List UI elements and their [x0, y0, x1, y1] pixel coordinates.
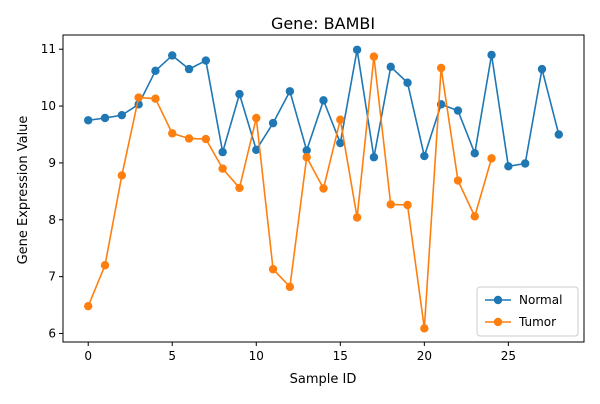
axes-frame [62, 34, 585, 343]
data-point-tumor [302, 153, 311, 162]
legend-marker-normal [493, 295, 503, 305]
data-point-normal [487, 50, 496, 60]
data-point-tumor [369, 52, 379, 61]
data-point-tumor [151, 94, 160, 103]
x-tick-label: 20 [417, 349, 432, 363]
data-point-tumor [453, 176, 463, 185]
data-point-tumor [268, 265, 278, 274]
data-point-normal [470, 149, 479, 158]
y-tick-label: 7 [48, 270, 56, 284]
x-tick-label: 10 [249, 349, 264, 363]
data-point-tumor [235, 183, 244, 193]
data-point-normal [285, 87, 295, 96]
legend-label-tumor: Tumor [518, 315, 556, 329]
legend-marker-tumor [493, 317, 503, 327]
data-point-normal [151, 66, 160, 76]
data-point-tumor [386, 200, 395, 209]
data-point-tumor [319, 184, 328, 193]
data-point-normal [554, 130, 563, 139]
data-point-tumor [487, 154, 496, 163]
data-point-normal [100, 113, 110, 123]
data-point-tumor [184, 134, 194, 143]
data-point-tumor [470, 212, 479, 221]
data-point-tumor [252, 113, 261, 123]
data-point-normal [403, 78, 412, 87]
data-point-tumor [218, 164, 227, 173]
data-point-tumor [285, 282, 295, 292]
data-point-normal [84, 116, 93, 125]
data-point-normal [268, 118, 278, 128]
data-point-normal [420, 151, 429, 161]
data-point-normal [117, 110, 127, 120]
plot-area: 0 5 10 15 20 25 6 7 8 9 10 11 [41, 34, 585, 363]
data-point-normal [537, 64, 547, 74]
data-point-normal [168, 51, 177, 60]
legend-label-normal: Normal [519, 293, 562, 307]
x-tick-label: 25 [501, 349, 516, 363]
data-point-normal [302, 146, 311, 155]
data-point-normal [218, 147, 227, 157]
data-point-tumor [436, 63, 446, 73]
y-tick-label: 9 [48, 156, 56, 170]
y-tick-label: 10 [41, 99, 56, 113]
data-point-tumor [168, 129, 177, 138]
data-point-tumor [100, 261, 110, 270]
data-point-tumor [84, 301, 93, 311]
data-point-tumor [403, 200, 412, 210]
data-point-normal [520, 159, 530, 168]
data-point-normal [386, 62, 395, 72]
y-tick-label: 11 [41, 42, 56, 56]
data-point-normal [504, 162, 513, 171]
data-point-tumor [201, 134, 211, 144]
x-tick-label: 0 [84, 349, 92, 363]
data-point-normal [352, 45, 362, 54]
data-point-tumor [134, 93, 143, 102]
data-point-tumor [352, 213, 362, 222]
data-point-normal [184, 64, 194, 74]
legend: Normal Tumor [476, 286, 579, 337]
data-point-normal [235, 89, 244, 99]
data-point-normal [336, 138, 345, 148]
data-point-tumor [117, 171, 127, 180]
data-point-tumor [420, 324, 429, 333]
y-tick-label: 8 [48, 213, 56, 227]
x-tick-label: 15 [333, 349, 348, 363]
x-axis-label: Sample ID [290, 372, 357, 387]
data-point-normal [201, 56, 211, 65]
data-point-tumor [336, 115, 345, 124]
data-point-normal [453, 106, 463, 115]
data-point-normal [369, 153, 379, 162]
data-point-normal [319, 96, 328, 105]
x-tick-label: 5 [168, 349, 176, 363]
chart-title: Gene: BAMBI [271, 14, 375, 33]
y-tick-label: 6 [48, 326, 56, 340]
y-axis-label: Gene Expression Value [16, 116, 31, 265]
data-point-normal [252, 145, 261, 155]
